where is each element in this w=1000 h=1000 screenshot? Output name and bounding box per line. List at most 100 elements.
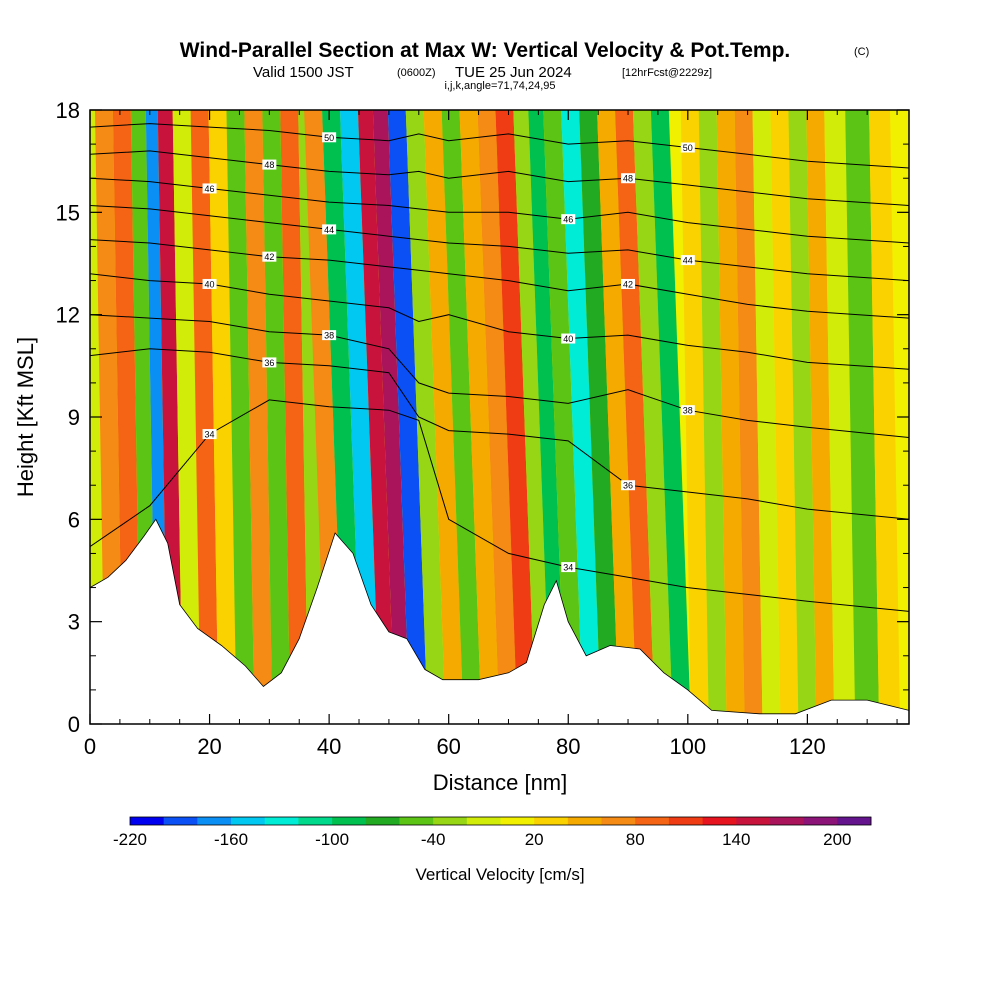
y-tick-label: 9 bbox=[68, 405, 80, 430]
velocity-band bbox=[298, 110, 327, 724]
colorbar-swatch bbox=[332, 817, 367, 825]
velocity-band bbox=[806, 110, 835, 724]
isentrope-label: 48 bbox=[264, 160, 274, 170]
velocity-band bbox=[357, 110, 395, 724]
colorbar-swatch bbox=[803, 817, 838, 825]
y-tick-label: 12 bbox=[56, 303, 80, 328]
forecast-info: [12hrFcst@2229z] bbox=[622, 67, 712, 79]
colorbar-tick-label: -100 bbox=[315, 830, 349, 849]
isentrope-label: 40 bbox=[563, 334, 573, 344]
isentrope-44 bbox=[90, 205, 909, 282]
y-tick-label: 18 bbox=[56, 98, 80, 123]
isentrope-label: 36 bbox=[264, 358, 274, 368]
terrain bbox=[90, 518, 909, 724]
isentrope-36 bbox=[90, 348, 909, 520]
isentrope-34 bbox=[90, 399, 909, 612]
plot-area: 34 34 36 36 38 38 40 40 42 42 44 44 46 46 48 48 50 50 bbox=[90, 110, 909, 724]
colorbar-tick-label: 140 bbox=[722, 830, 750, 849]
isentrope-label-bg bbox=[202, 183, 217, 194]
isentrope-label-bg bbox=[621, 480, 636, 491]
valid-time-main: Valid 1500 JST bbox=[253, 64, 354, 81]
velocity-band bbox=[528, 110, 566, 724]
isentrope-label-bg bbox=[322, 132, 337, 143]
colorbar-tick-label: 200 bbox=[823, 830, 851, 849]
x-tick-label: 80 bbox=[556, 734, 580, 759]
velocity-band bbox=[869, 110, 901, 724]
x-tick-label: 40 bbox=[317, 734, 341, 759]
x-axis-label: Distance [nm] bbox=[433, 770, 568, 795]
isentrope-label: 36 bbox=[623, 481, 633, 491]
velocity-band bbox=[561, 110, 602, 724]
isentrope-label-bg bbox=[262, 357, 277, 368]
y-tick-label: 0 bbox=[68, 712, 80, 737]
colorbar-swatch bbox=[736, 817, 771, 825]
velocity-band bbox=[845, 110, 880, 724]
colorbar-swatch bbox=[837, 817, 872, 825]
y-tick-label: 6 bbox=[68, 507, 80, 532]
isentrope-label-bg bbox=[561, 214, 576, 225]
colorbar-swatch bbox=[769, 817, 805, 825]
isentrope-46 bbox=[90, 177, 909, 244]
colorbar-frame bbox=[129, 816, 872, 826]
velocity-band bbox=[788, 110, 817, 724]
velocity-band bbox=[614, 110, 655, 724]
isentrope-label-bg bbox=[262, 159, 277, 170]
velocity-band bbox=[650, 110, 691, 724]
isentrope-label-bg bbox=[322, 330, 337, 341]
velocity-band bbox=[513, 110, 551, 724]
isentrope-label: 46 bbox=[205, 184, 215, 194]
isentrope-label-bg bbox=[202, 429, 217, 440]
potential-temperature-contours: 34 34 36 36 38 38 40 40 42 42 44 44 46 46 48 48 50 50 bbox=[90, 123, 909, 612]
velocity-band bbox=[340, 110, 380, 724]
isentrope-42 bbox=[90, 239, 909, 319]
velocity-band bbox=[734, 110, 763, 724]
velocity-band bbox=[824, 110, 856, 724]
colorbar-swatch bbox=[466, 817, 501, 825]
velocity-band bbox=[441, 110, 482, 724]
velocity-band bbox=[698, 110, 727, 724]
isentrope-label-bg bbox=[680, 405, 695, 416]
isentrope-label-bg bbox=[561, 333, 576, 344]
x-tick-label: 60 bbox=[436, 734, 460, 759]
grid-indices: i,j,k,angle=71,74,24,95 bbox=[444, 80, 555, 92]
x-tick-label: 20 bbox=[197, 734, 221, 759]
velocity-band bbox=[579, 110, 620, 724]
velocity-band bbox=[459, 110, 500, 724]
colorbar-swatch bbox=[298, 817, 333, 825]
colorbar-swatch bbox=[702, 817, 737, 825]
isentrope-label-bg bbox=[322, 224, 337, 235]
colorbar-tick-label: -40 bbox=[421, 830, 446, 849]
colorbar-swatch bbox=[163, 817, 198, 825]
velocity-band bbox=[280, 110, 309, 724]
chart-title: Wind-Parallel Section at Max W: Vertical… bbox=[180, 39, 791, 62]
colorbar-swatch bbox=[231, 817, 266, 825]
velocity-band bbox=[190, 110, 219, 724]
colorbar-swatch bbox=[399, 817, 434, 825]
isentrope-label: 44 bbox=[324, 225, 334, 235]
velocity-band bbox=[157, 110, 183, 724]
velocity-band bbox=[632, 110, 673, 724]
colorbar-swatch bbox=[500, 817, 535, 825]
isentrope-label: 34 bbox=[205, 430, 215, 440]
isentrope-label: 42 bbox=[623, 279, 633, 289]
isentrope-label: 38 bbox=[683, 406, 693, 416]
isentrope-label-bg bbox=[262, 251, 277, 262]
colorbar-tick-label: 20 bbox=[525, 830, 544, 849]
velocity-band bbox=[262, 110, 291, 724]
isentrope-label-bg bbox=[680, 255, 695, 266]
velocity-band bbox=[770, 110, 799, 724]
velocity-band bbox=[597, 110, 637, 724]
y-tick-label: 3 bbox=[68, 610, 80, 635]
velocity-band bbox=[372, 110, 410, 724]
x-tick-label: 0 bbox=[84, 734, 96, 759]
isentrope-label: 34 bbox=[563, 563, 573, 573]
isentrope-label-bg bbox=[202, 278, 217, 289]
isentrope-label-bg bbox=[621, 173, 636, 184]
velocity-band bbox=[423, 110, 464, 724]
isentrope-label: 40 bbox=[205, 279, 215, 289]
isentrope-label-bg bbox=[561, 562, 576, 573]
colorbar-swatch bbox=[433, 817, 468, 825]
colorbar-swatch bbox=[668, 817, 703, 825]
